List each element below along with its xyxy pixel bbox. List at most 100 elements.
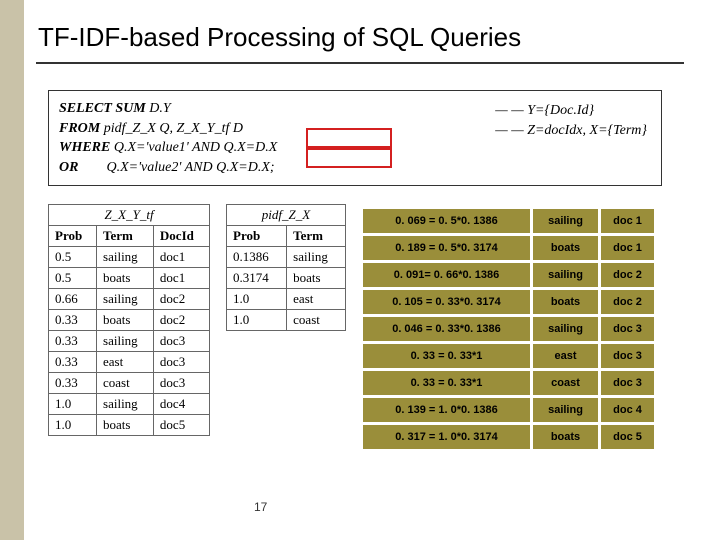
cell: 0.66 (49, 289, 97, 310)
cell: doc 2 (600, 289, 656, 316)
cell: 0. 33 = 0. 33*1 (362, 343, 532, 370)
cell: 1.0 (227, 289, 287, 310)
cell: doc 1 (600, 208, 656, 235)
table-row: 0.33coastdoc3 (49, 373, 210, 394)
table-zxy-title: Z_X_Y_tf (49, 205, 210, 226)
cell: 0.3174 (227, 268, 287, 289)
cell: 0. 189 = 0. 5*0. 3174 (362, 235, 532, 262)
cell: 1.0 (49, 415, 97, 436)
cell: 0. 069 = 0. 5*0. 1386 (362, 208, 532, 235)
table-pidf: pidf_Z_X Prob Term 0.1386sailing0.3174bo… (226, 204, 346, 331)
col-header: Prob (227, 226, 287, 247)
cell: sailing (532, 316, 600, 343)
cell: doc2 (153, 289, 209, 310)
cell: boats (97, 268, 154, 289)
table-row: 0. 139 = 1. 0*0. 1386sailingdoc 4 (362, 397, 656, 424)
cell: boats (532, 424, 600, 451)
col-header: DocId (153, 226, 209, 247)
cell: sailing (97, 331, 154, 352)
cell: doc3 (153, 331, 209, 352)
col-header: Prob (49, 226, 97, 247)
cell: 0.5 (49, 268, 97, 289)
cell: boats (97, 310, 154, 331)
slide-title: TF-IDF-based Processing of SQL Queries (38, 22, 521, 53)
cell: boats (97, 415, 154, 436)
cell: 0.33 (49, 373, 97, 394)
cell: 0.33 (49, 310, 97, 331)
table-row: 0.3174boats (227, 268, 346, 289)
sql-comments: — — Y={Doc.Id} — — Z=docIdx, X={Term} (495, 101, 647, 140)
cell: 1.0 (49, 394, 97, 415)
table-row: 0.1386sailing (227, 247, 346, 268)
table-row: 1.0sailingdoc4 (49, 394, 210, 415)
cell: doc1 (153, 268, 209, 289)
table-row: 0.5sailingdoc1 (49, 247, 210, 268)
cell: sailing (287, 247, 346, 268)
cell: doc 1 (600, 235, 656, 262)
table-row: 0.33boatsdoc2 (49, 310, 210, 331)
cell: east (97, 352, 154, 373)
cell: doc2 (153, 310, 209, 331)
cell: doc 5 (600, 424, 656, 451)
table-row: 0.5boatsdoc1 (49, 268, 210, 289)
cell: sailing (532, 208, 600, 235)
cell: boats (532, 235, 600, 262)
cell: 0. 091= 0. 66*0. 1386 (362, 262, 532, 289)
cell: sailing (97, 289, 154, 310)
cell: doc 3 (600, 343, 656, 370)
highlight-box-1 (306, 128, 392, 148)
highlight-box-2 (306, 148, 392, 168)
table-row: 0.33sailingdoc3 (49, 331, 210, 352)
col-header: Term (97, 226, 154, 247)
cell: doc3 (153, 352, 209, 373)
table-row: 0.33eastdoc3 (49, 352, 210, 373)
cell: sailing (97, 247, 154, 268)
table-zxy: Z_X_Y_tf Prob Term DocId 0.5sailingdoc10… (48, 204, 210, 436)
cell: coast (97, 373, 154, 394)
cell: sailing (532, 262, 600, 289)
cell: doc4 (153, 394, 209, 415)
cell: 0. 33 = 0. 33*1 (362, 370, 532, 397)
cell: boats (532, 289, 600, 316)
cell: 0.1386 (227, 247, 287, 268)
col-header: Term (287, 226, 346, 247)
table-row: 0. 046 = 0. 33*0. 1386sailingdoc 3 (362, 316, 656, 343)
cell: 0. 317 = 1. 0*0. 3174 (362, 424, 532, 451)
sql-text: SELECT SUM D.Y FROM pidf_Z_X Q, Z_X_Y_tf… (59, 99, 277, 177)
table-row: 0. 091= 0. 66*0. 1386sailingdoc 2 (362, 262, 656, 289)
cell: 0.5 (49, 247, 97, 268)
cell: doc1 (153, 247, 209, 268)
cell: 0.33 (49, 352, 97, 373)
table-row: 0. 33 = 0. 33*1eastdoc 3 (362, 343, 656, 370)
decorative-sidebar (0, 0, 24, 540)
table-row: 0. 189 = 0. 5*0. 3174boatsdoc 1 (362, 235, 656, 262)
cell: sailing (97, 394, 154, 415)
cell: 1.0 (227, 310, 287, 331)
cell: east (287, 289, 346, 310)
cell: coast (287, 310, 346, 331)
cell: doc 3 (600, 316, 656, 343)
table-row: 0. 317 = 1. 0*0. 3174boatsdoc 5 (362, 424, 656, 451)
table-row: 1.0east (227, 289, 346, 310)
table-row: 1.0coast (227, 310, 346, 331)
cell: 0. 139 = 1. 0*0. 1386 (362, 397, 532, 424)
cell: east (532, 343, 600, 370)
table-row: 1.0boatsdoc5 (49, 415, 210, 436)
cell: boats (287, 268, 346, 289)
cell: sailing (532, 397, 600, 424)
table-results: 0. 069 = 0. 5*0. 1386sailingdoc 10. 189 … (360, 206, 657, 452)
table-row: 0. 105 = 0. 33*0. 3174boatsdoc 2 (362, 289, 656, 316)
table-row: 0.66sailingdoc2 (49, 289, 210, 310)
title-underline (36, 62, 684, 64)
cell: doc5 (153, 415, 209, 436)
cell: 0. 105 = 0. 33*0. 3174 (362, 289, 532, 316)
page-number: 17 (254, 500, 267, 514)
cell: coast (532, 370, 600, 397)
cell: doc 3 (600, 370, 656, 397)
table-row: 0. 069 = 0. 5*0. 1386sailingdoc 1 (362, 208, 656, 235)
cell: doc 2 (600, 262, 656, 289)
cell: 0.33 (49, 331, 97, 352)
table-pidf-title: pidf_Z_X (227, 205, 346, 226)
cell: 0. 046 = 0. 33*0. 1386 (362, 316, 532, 343)
cell: doc 4 (600, 397, 656, 424)
